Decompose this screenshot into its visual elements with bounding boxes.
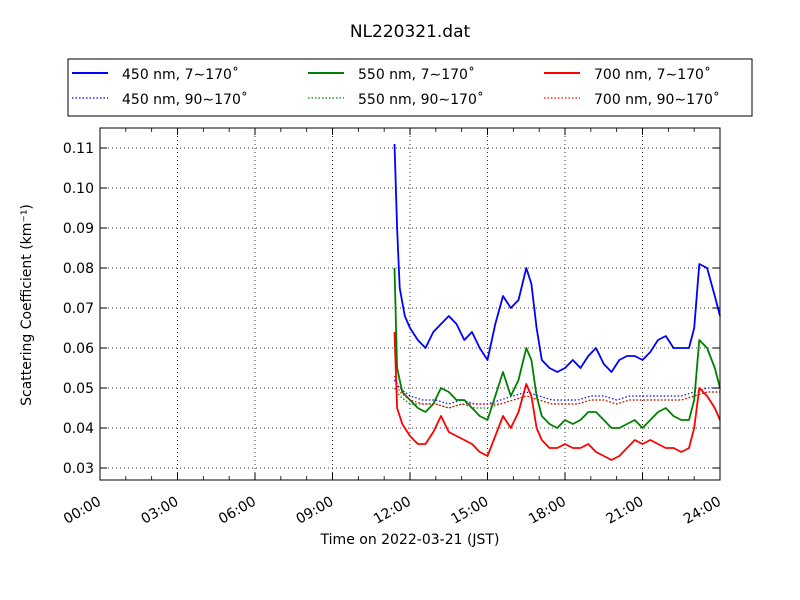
x-axis-label: Time on 2022-03-21 (JST) xyxy=(320,532,500,548)
x-tick-label: 18:00 xyxy=(526,494,569,528)
y-axis-label: Scattering Coefficient (km⁻¹) xyxy=(19,204,35,406)
series-layer xyxy=(393,143,721,461)
y-tick-label: 0.08 xyxy=(63,261,94,277)
x-tick-label: 12:00 xyxy=(371,494,414,528)
x-tick-label: 15:00 xyxy=(449,494,492,528)
legend-label-4: 700 nm, 7∼170˚ xyxy=(594,66,711,83)
series-line-3 xyxy=(393,387,720,409)
grid xyxy=(99,128,721,480)
legend-label-5: 700 nm, 90∼170˚ xyxy=(594,91,720,108)
series-line-5 xyxy=(393,375,720,409)
legend-label-0: 450 nm, 7∼170˚ xyxy=(122,66,239,83)
legend-box xyxy=(67,58,753,117)
y-tick-label: 0.07 xyxy=(63,301,94,317)
y-tick-label: 0.09 xyxy=(63,221,94,237)
x-tick-label: 00:00 xyxy=(61,494,104,528)
x-tick-label: 21:00 xyxy=(604,494,647,528)
y-tick-label: 0.11 xyxy=(63,141,94,157)
y-axis: 0.03 0.04 0.05 0.06 0.07 0.08 0.09 0.10 0.11 xyxy=(63,141,720,477)
x-tick-label: 06:00 xyxy=(216,494,259,528)
legend-label-1: 450 nm, 90∼170˚ xyxy=(122,91,248,108)
legend-label-3: 550 nm, 90∼170˚ xyxy=(358,91,484,108)
y-tick-label: 0.06 xyxy=(63,341,94,357)
y-tick-label: 0.03 xyxy=(63,461,94,477)
y-tick-label: 0.05 xyxy=(63,381,94,397)
series-line-0 xyxy=(393,143,721,373)
legend: 450 nm, 7∼170˚ 550 nm, 7∼170˚ 700 nm, 7∼17… xyxy=(67,58,753,117)
series-line-2 xyxy=(393,267,721,429)
legend-label-2: 550 nm, 7∼170˚ xyxy=(358,66,475,83)
x-tick-label: 24:00 xyxy=(681,494,724,528)
y-tick-label: 0.10 xyxy=(63,181,94,197)
chart-title: NL220321.dat xyxy=(350,22,471,42)
y-tick-label: 0.04 xyxy=(63,421,94,437)
series-line-1 xyxy=(393,379,720,405)
x-tick-label: 09:00 xyxy=(294,494,337,528)
series-line-4 xyxy=(393,331,721,461)
x-tick-label: 03:00 xyxy=(139,494,182,528)
